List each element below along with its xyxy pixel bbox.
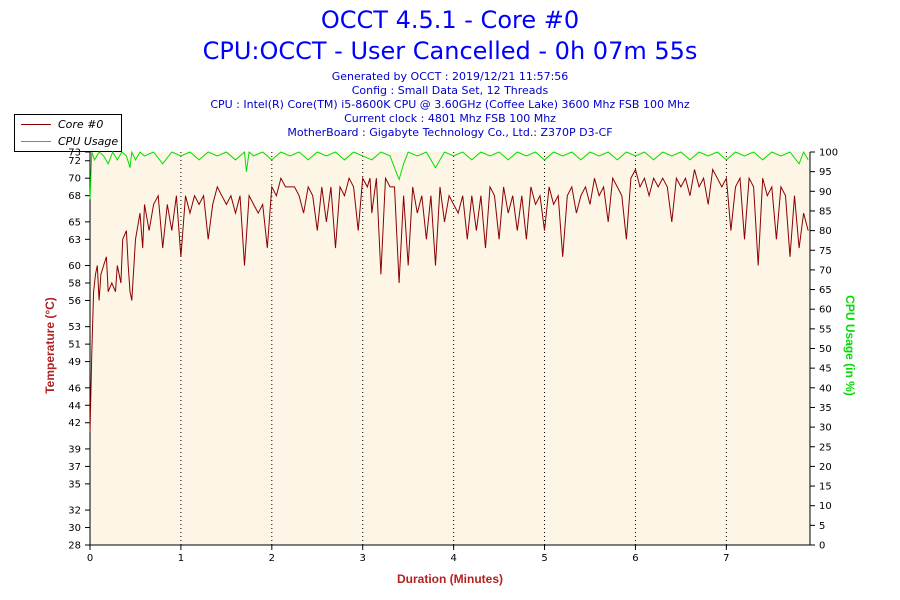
y-right-tick-label: 15 <box>819 482 832 493</box>
y-left-tick-label: 65 <box>68 217 81 228</box>
x-tick-label: 5 <box>541 553 547 564</box>
y-right-tick-label: 10 <box>819 501 832 512</box>
y-left-tick-label: 32 <box>68 506 81 517</box>
y-left-tick-label: 60 <box>68 261 81 272</box>
info-motherboard: MotherBoard : Gigabyte Technology Co., L… <box>287 126 613 139</box>
legend-swatch-core <box>21 123 51 125</box>
legend-item-core: Core #0 <box>21 117 103 131</box>
y-right-tick-label: 55 <box>819 324 832 335</box>
ticks: 0 1 2 3 4 5 6 728303235373942444649515356586063… <box>68 148 838 565</box>
info-config: Config : Small Data Set, 12 Threads <box>351 84 549 97</box>
y-left-tick-label: 56 <box>68 296 81 307</box>
y-left-tick-label: 49 <box>68 357 81 368</box>
y-right-tick-label: 45 <box>819 364 832 375</box>
y-right-tick-label: 75 <box>819 246 832 257</box>
x-tick-label: 3 <box>360 553 366 564</box>
legend-swatch-usage <box>21 140 51 142</box>
y-left-tick-label: 53 <box>68 322 81 333</box>
y-right-tick-label: 70 <box>819 265 832 276</box>
y-right-tick-label: 90 <box>819 187 832 198</box>
y-right-tick-label: 5 <box>819 521 825 532</box>
y-right-tick-label: 30 <box>819 423 832 434</box>
x-tick-label: 0 <box>87 553 93 564</box>
info-cpu: CPU : Intel(R) Core(TM) i5-8600K CPU @ 3… <box>210 98 690 111</box>
y-left-tick-label: 58 <box>68 279 81 290</box>
legend-item-usage: CPU Usage <box>21 134 118 148</box>
y-right-tick-label: 85 <box>819 206 832 217</box>
chart-title: OCCT 4.5.1 - Core #0 <box>320 6 580 34</box>
y-right-tick-label: 50 <box>819 344 832 355</box>
y-right-tick-label: 20 <box>819 462 832 473</box>
y-left-tick-label: 44 <box>68 401 81 412</box>
y-right-tick-label: 60 <box>819 305 832 316</box>
legend-label-usage: CPU Usage <box>58 134 119 148</box>
y-right-tick-label: 25 <box>819 442 832 453</box>
y-axis-left-label: Temperature (°C) <box>43 297 57 394</box>
y-left-tick-label: 35 <box>68 479 81 490</box>
grid-lines <box>180 152 727 545</box>
y-left-tick-label: 37 <box>68 462 81 473</box>
y-axis-right-label: CPU Usage (in %) <box>843 295 857 396</box>
y-left-tick-label: 39 <box>68 444 81 455</box>
info-generated: Generated by OCCT : 2019/12/21 11:57:56 <box>331 70 569 83</box>
y-right-tick-label: 80 <box>819 226 832 237</box>
y-right-tick-label: 95 <box>819 167 832 178</box>
x-tick-label: 1 <box>178 553 184 564</box>
y-left-tick-label: 46 <box>68 383 81 394</box>
series-line-cpu-usage <box>89 150 809 200</box>
chart-legend: Core #0 CPU Usage <box>14 114 122 152</box>
y-right-tick-label: 100 <box>819 148 838 159</box>
y-left-tick-label: 28 <box>68 541 81 552</box>
y-left-tick-label: 63 <box>68 235 81 246</box>
legend-label-core: Core #0 <box>58 117 104 131</box>
series-line-core0 <box>89 167 809 432</box>
x-tick-label: 4 <box>450 553 456 564</box>
y-left-tick-label: 70 <box>68 174 81 185</box>
x-tick-label: 6 <box>632 553 638 564</box>
chart-subtitle: CPU:OCCT - User Cancelled - 0h 07m 55s <box>202 37 698 65</box>
y-left-tick-label: 68 <box>68 191 81 202</box>
x-tick-label: 7 <box>723 553 729 564</box>
y-right-tick-label: 65 <box>819 285 832 296</box>
x-tick-label: 2 <box>269 553 275 564</box>
series-lines <box>89 150 809 432</box>
y-left-tick-label: 72 <box>68 156 81 167</box>
y-left-tick-label: 42 <box>68 418 81 429</box>
y-right-tick-label: 0 <box>819 541 825 552</box>
plot-area <box>90 152 810 545</box>
x-axis-label: Duration (Minutes) <box>397 572 503 586</box>
info-clock: Current clock : 4801 Mhz FSB 100 Mhz <box>344 112 556 125</box>
y-left-tick-label: 51 <box>68 340 81 351</box>
y-right-tick-label: 40 <box>819 383 832 394</box>
y-left-tick-label: 73 <box>68 148 81 159</box>
y-left-tick-label: 30 <box>68 523 81 534</box>
y-right-tick-label: 35 <box>819 403 832 414</box>
